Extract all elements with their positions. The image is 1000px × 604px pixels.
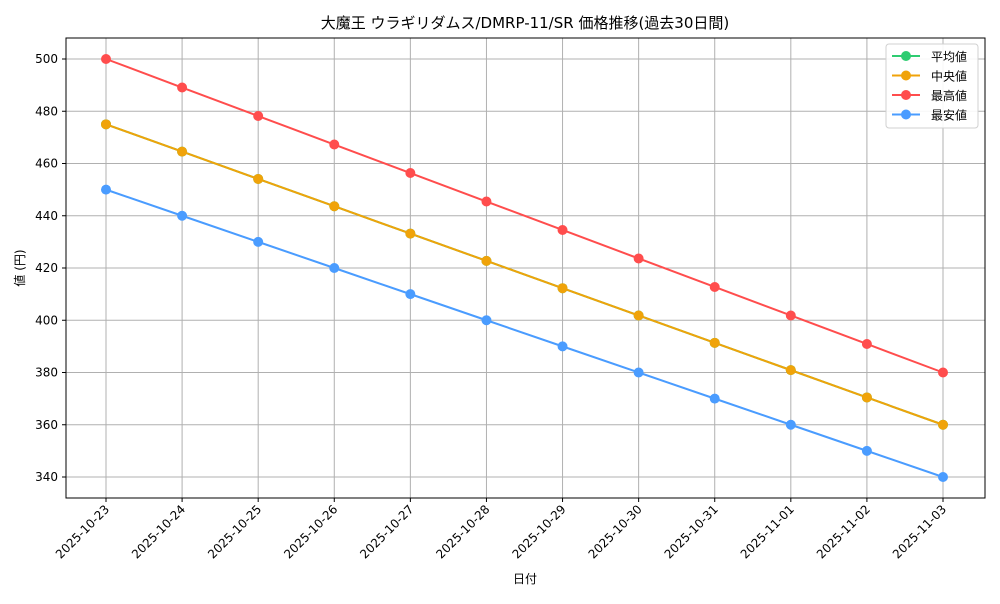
data-point <box>633 367 644 378</box>
legend-box <box>885 43 979 129</box>
data-point <box>329 139 340 150</box>
data-point <box>938 472 948 482</box>
data-point <box>253 111 264 122</box>
y-tick-label: 420 <box>35 261 58 275</box>
legend-item: 中央値 <box>892 69 967 84</box>
data-point <box>557 283 568 294</box>
y-tick-label: 500 <box>35 52 58 66</box>
data-point <box>709 337 720 348</box>
data-point <box>405 168 416 179</box>
data-point <box>329 263 340 273</box>
data-point <box>938 419 948 430</box>
data-point <box>405 289 416 300</box>
data-point <box>329 201 340 212</box>
data-point <box>177 146 188 157</box>
data-point <box>101 184 111 195</box>
data-point <box>253 173 264 184</box>
data-point <box>785 419 796 430</box>
data-point <box>481 196 492 207</box>
data-point <box>557 224 568 235</box>
y-tick-label: 380 <box>35 366 58 380</box>
data-point <box>177 82 188 93</box>
data-point <box>709 393 720 404</box>
y-tick-label: 460 <box>35 157 58 171</box>
y-tick-label: 440 <box>35 209 58 223</box>
y-tick-label: 340 <box>35 470 58 484</box>
legend-marker-icon <box>901 70 911 81</box>
data-point <box>253 236 264 247</box>
data-point <box>481 315 492 326</box>
legend-label: 中央値 <box>931 69 967 84</box>
legend-marker-icon <box>901 51 911 61</box>
data-point <box>861 392 872 403</box>
data-point <box>557 341 568 352</box>
y-axis-label: 値 (円) <box>12 249 27 286</box>
series-line <box>101 119 948 430</box>
data-point <box>861 445 872 456</box>
data-point <box>481 255 492 266</box>
data-point <box>785 365 796 376</box>
data-point <box>785 310 796 321</box>
chart-title: 大魔王 ウラギリダムス/DMRP-11/SR 価格推移(過去30日間) <box>321 14 730 32</box>
legend-item: 平均値 <box>892 49 967 64</box>
series-layer <box>101 54 948 482</box>
y-tick-label: 360 <box>35 418 58 432</box>
legend-label: 最安値 <box>931 108 967 123</box>
legend-marker-icon <box>901 90 911 100</box>
data-point <box>633 310 644 321</box>
legend-label: 最高値 <box>931 88 967 103</box>
legend-marker-icon <box>901 109 911 120</box>
x-axis-label: 日付 <box>513 572 537 586</box>
data-point <box>861 338 872 349</box>
data-point <box>101 54 111 64</box>
data-point <box>709 281 720 292</box>
series-line <box>101 54 948 378</box>
legend-item: 最安値 <box>892 108 967 123</box>
series-line <box>101 184 948 482</box>
y-axis: 340 360 380 400 420 440 460 480 500 <box>35 52 66 484</box>
data-point <box>177 210 188 221</box>
data-point <box>101 119 111 130</box>
y-tick-label: 480 <box>35 104 58 118</box>
y-tick-label: 400 <box>35 313 58 327</box>
data-point <box>938 367 948 378</box>
data-point <box>633 253 644 264</box>
legend-label: 平均値 <box>931 49 967 64</box>
data-point <box>405 228 416 239</box>
legend-item: 最高値 <box>892 88 967 103</box>
